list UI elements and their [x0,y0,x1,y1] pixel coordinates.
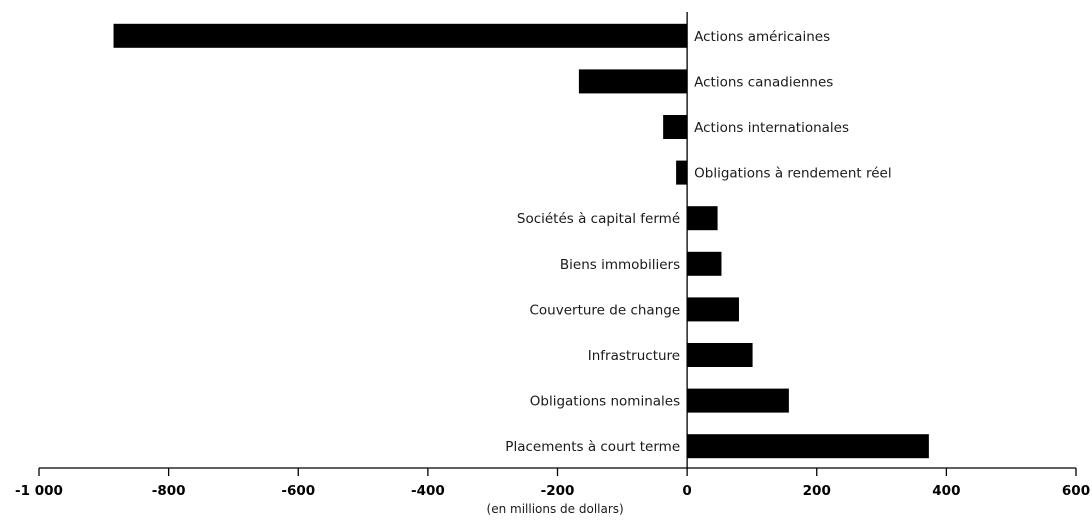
bars-group [113,23,929,459]
bar-actions-americaines [113,23,688,48]
category-label-actions-internationales: Actions internationales [694,120,849,136]
bar-actions-internationales [663,115,688,139]
category-label-infrastructure: Infrastructure [588,348,680,364]
category-label-couverture-de-change: Couverture de change [529,302,680,318]
x-tick-label: 400 [932,483,960,499]
category-label-actions-americaines: Actions américaines [694,29,830,45]
category-label-placements-a-court-terme: Placements à court terme [505,439,680,455]
bar-biens-immobiliers [687,251,722,276]
category-label-societes-a-capital-ferme: Sociétés à capital fermé [517,211,680,227]
category-label-obligations-nominales: Obligations nominales [530,394,680,410]
category-label-biens-immobiliers: Biens immobiliers [560,257,680,273]
bar-obligations-nominales [687,388,789,413]
x-ticks-group: -1 000 -800 -600 -400 -200 0 200 400 600 [15,468,1090,499]
x-tick-label: 600 [1062,483,1090,499]
x-tick-label: -200 [541,483,575,499]
x-tick-label: -800 [152,483,186,499]
x-tick-label: -400 [411,483,445,499]
bar-placements-a-court-terme [687,434,929,459]
category-label-actions-canadiennes: Actions canadiennes [694,74,833,90]
bar-actions-canadiennes [578,69,688,94]
x-tick-label: 200 [803,483,831,499]
category-label-obligations-a-rendement-reel: Obligations à rendement réel [694,166,892,182]
x-axis-title: (en millions de dollars) [487,502,624,516]
x-tick-label: -600 [281,483,315,499]
bar-obligations-a-rendement-reel [676,160,688,185]
x-tick-label: -1 000 [15,483,63,499]
bar-couverture-de-change [687,297,739,322]
x-tick-label: 0 [682,483,691,499]
bar-societes-a-capital-ferme [687,206,718,231]
bar-infrastructure [687,343,753,367]
category-labels-group: Actions américaines Actions canadiennes Ac… [505,29,891,455]
